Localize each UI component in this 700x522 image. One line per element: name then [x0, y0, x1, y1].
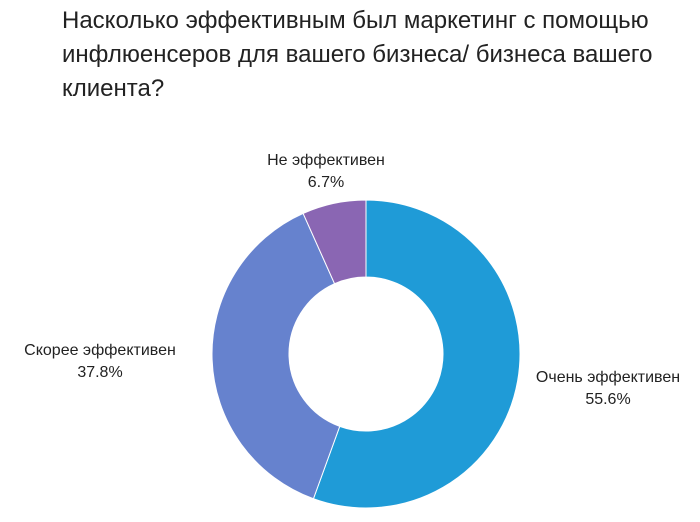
slice-3 [302, 199, 367, 285]
slice-labels: Очень эффективен 55.6% Скорее эффективен 37… [24, 152, 680, 408]
slice-2 [211, 212, 341, 500]
slice-value-1: 55.6% [585, 391, 630, 408]
slice-label-3: Не эффективен [267, 152, 385, 169]
slice-value-2: 37.8% [77, 364, 122, 381]
donut-slices [211, 199, 521, 509]
slice-label-1: Очень эффективен [536, 369, 680, 386]
slice-label-2: Скорее эффективен [24, 342, 176, 359]
slice-1 [312, 199, 521, 509]
chart-title: Насколько эффективным был маркетинг с по… [62, 7, 653, 102]
slice-value-3: 6.7% [308, 174, 344, 191]
